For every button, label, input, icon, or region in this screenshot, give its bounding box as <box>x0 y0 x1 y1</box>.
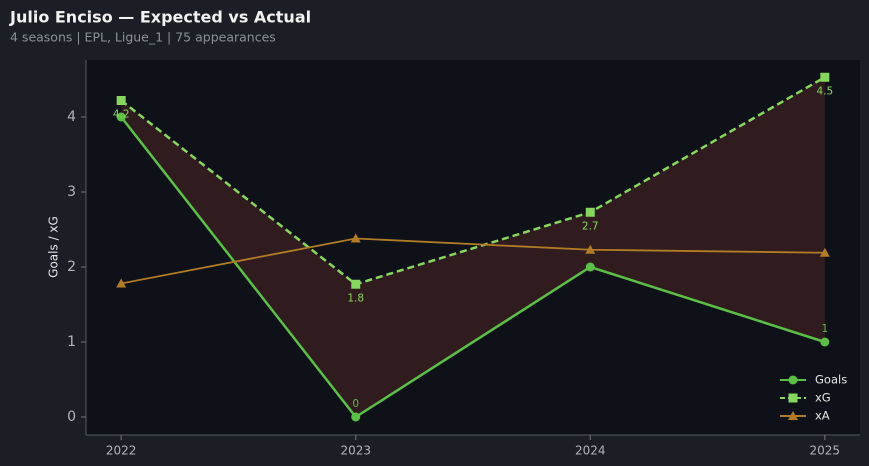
x-tick-label: 2023 <box>340 444 371 458</box>
data-point <box>116 96 126 105</box>
series-line <box>120 76 826 286</box>
data-point <box>585 262 595 272</box>
data-point <box>116 112 126 122</box>
data-label: 1.8 <box>347 292 364 304</box>
legend-label: Goals <box>815 373 847 387</box>
y-axis-label: Goals / xG <box>47 216 61 278</box>
data-point <box>585 207 595 217</box>
legend-marker <box>788 411 798 420</box>
data-point <box>585 244 596 254</box>
data-label: 4.2 <box>113 109 130 121</box>
data-label: 1 <box>821 323 828 335</box>
y-tick-label: 3 <box>67 184 76 200</box>
chart-subtitle: 4 seasons | EPL, Ligue_1 | 75 appearance… <box>10 30 276 45</box>
data-label: 0 <box>352 398 359 410</box>
x-tick-label: 2024 <box>575 444 606 458</box>
y-tick-label: 2 <box>67 259 76 275</box>
data-point <box>820 337 830 347</box>
y-tick-label: 1 <box>67 334 76 350</box>
legend-marker <box>788 375 798 385</box>
data-point <box>116 278 127 288</box>
data-point <box>820 72 830 82</box>
data-point <box>351 412 361 422</box>
data-point <box>819 247 830 257</box>
x-tick-label: 2025 <box>810 444 841 458</box>
series-line <box>121 237 825 285</box>
data-point <box>351 279 361 289</box>
data-point <box>350 233 361 243</box>
data-label: 2.7 <box>582 220 599 232</box>
chart-title: Julio Enciso — Expected vs Actual <box>9 8 311 27</box>
x-tick-label: 2022 <box>106 444 137 458</box>
legend-label: xA <box>815 409 830 423</box>
y-tick-label: 0 <box>67 409 76 425</box>
series-line <box>120 116 826 419</box>
y-tick-label: 4 <box>67 109 76 125</box>
shaded-gap <box>121 77 825 417</box>
legend-label: xG <box>815 391 831 405</box>
data-label: 4.5 <box>816 85 833 97</box>
legend-marker <box>788 393 798 403</box>
